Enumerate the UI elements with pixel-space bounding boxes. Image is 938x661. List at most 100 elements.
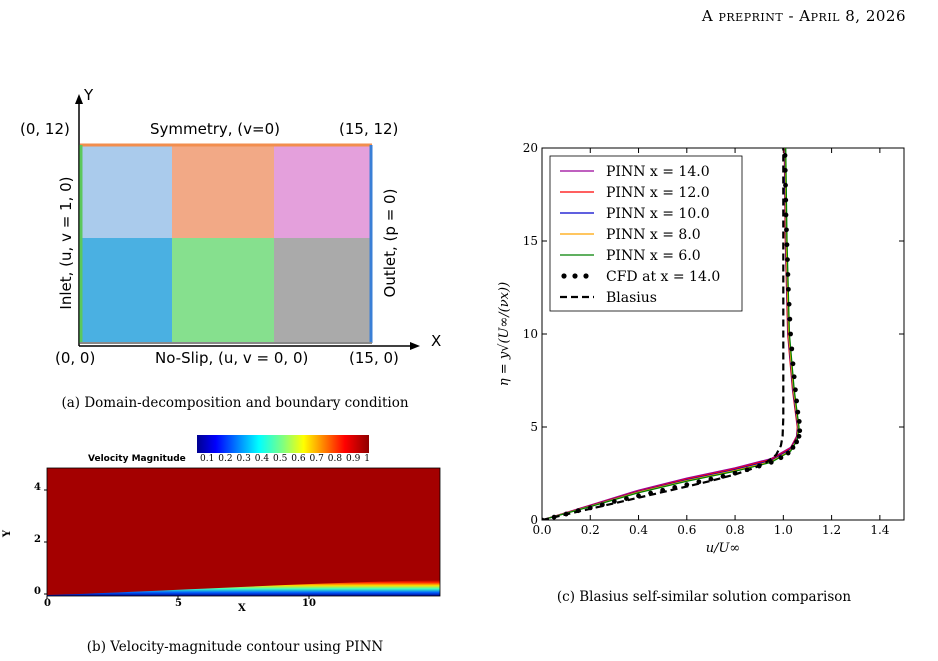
axis-x-label: X xyxy=(431,332,442,350)
legend-label: PINN x = 12.0 xyxy=(606,185,710,201)
x-tick-label: 0.4 xyxy=(629,523,648,537)
axis-y-label: Y xyxy=(84,86,94,104)
top-boundary-label: Symmetry, (v=0) xyxy=(150,120,281,138)
series-cfd-at-x-14-0-point xyxy=(786,286,791,292)
running-header: A preprint - April 8, 2026 xyxy=(701,7,906,25)
cb-tick: 0.1 xyxy=(200,454,215,464)
x-tick-label: 0.2 xyxy=(581,523,600,537)
series-cfd-at-x-14-0-point xyxy=(785,450,791,456)
series-cfd-at-x-14-0-point xyxy=(785,272,791,277)
legend-label: PINN x = 10.0 xyxy=(606,206,710,222)
legend-marker xyxy=(561,273,567,279)
series-cfd-at-x-14-0-point xyxy=(793,387,798,393)
series-cfd-at-x-14-0-point xyxy=(794,398,800,404)
velocity-contour-plot xyxy=(44,435,441,599)
series-cfd-at-x-14-0-point xyxy=(787,316,793,322)
cb-tick: 0.9 xyxy=(346,454,361,464)
x-axis-arrowhead xyxy=(410,342,420,350)
corner-bottom-left: (0, 0) xyxy=(55,349,96,367)
corner-bottom-right: (15, 0) xyxy=(349,349,399,367)
series-cfd-at-x-14-0-point xyxy=(789,346,795,352)
contour-y-tick-0: 0 xyxy=(34,586,41,597)
contour-y-tick-4: 4 xyxy=(34,482,41,493)
contour-x-tick-10: 10 xyxy=(302,598,316,609)
x-tick-label: 1.2 xyxy=(822,523,841,537)
contour-field xyxy=(47,468,440,596)
panel-c: 0.0 0.2 0.4 0.6 0.8 1.0 1.2 1.4 0 5 10 15 20 u/U∞ η = … xyxy=(470,120,938,620)
subdomain-1 xyxy=(82,146,172,238)
series-cfd-at-x-14-0-point xyxy=(788,331,793,337)
series-cfd-at-x-14-0-point xyxy=(778,455,784,461)
cb-tick: 0.5 xyxy=(273,454,288,464)
series-cfd-at-x-14-0-point xyxy=(790,361,796,367)
legend-label: PINN x = 14.0 xyxy=(606,164,710,180)
domain-diagram xyxy=(75,94,420,350)
cb-tick: 0.6 xyxy=(291,454,306,464)
series-cfd-at-x-14-0-point xyxy=(795,409,801,415)
corner-top-right: (15, 12) xyxy=(339,120,399,138)
x-axis-label: u/U∞ xyxy=(706,541,741,556)
series-cfd-at-x-14-0-point xyxy=(786,301,792,307)
panel-b-caption: (b) Velocity-magnitude contour using PIN… xyxy=(86,639,384,655)
cb-tick: 1 xyxy=(364,454,370,464)
y-tick-label: 10 xyxy=(523,327,538,341)
series-cfd-at-x-14-0-point xyxy=(785,257,790,262)
bottom-boundary-label: No-Slip, (u, v = 0, 0) xyxy=(155,349,309,367)
series-cfd-at-x-14-0-point xyxy=(790,445,796,450)
series-cfd-at-x-14-0-point xyxy=(784,227,789,233)
panel-c-caption: (c) Blasius self-similar solution compar… xyxy=(556,589,852,605)
colorbar-ticks: 0.1 0.2 0.3 0.4 0.5 0.6 0.7 0.8 0.9 1 xyxy=(200,454,370,464)
boundary-layer-band xyxy=(47,580,440,596)
panel-a-caption: (a) Domain-decomposition and boundary co… xyxy=(61,395,409,411)
series-blasius-line xyxy=(542,148,785,520)
y-tick-label: 5 xyxy=(530,420,538,434)
panel-b: Velocity Magnitude 0.1 0.2 0.3 0.4 0.5 0… xyxy=(0,420,470,661)
series-cfd-at-x-14-0-point xyxy=(794,439,800,445)
series-cfd-at-x-14-0-point xyxy=(797,428,803,434)
x-tick-label: 1.4 xyxy=(870,523,889,537)
series-cfd-at-x-14-0-point xyxy=(783,212,789,218)
subdomain-5 xyxy=(172,238,274,342)
cb-tick: 0.4 xyxy=(254,454,270,464)
colorbar xyxy=(197,435,369,453)
series-cfd-at-x-14-0-point xyxy=(708,476,714,482)
y-tick-label: 20 xyxy=(523,141,538,155)
legend-marker xyxy=(583,273,589,279)
subdomain-4 xyxy=(82,238,172,342)
subdomain-3 xyxy=(274,146,370,238)
contour-xlabel: X xyxy=(238,603,246,614)
series-cfd-at-x-14-0-point xyxy=(783,182,788,188)
cb-tick: 0.2 xyxy=(218,454,233,464)
corner-top-left: (0, 12) xyxy=(20,120,70,138)
cb-tick: 0.8 xyxy=(327,454,343,464)
contour-ylabel: Y xyxy=(2,529,14,538)
x-tick-label: 0.0 xyxy=(532,523,551,537)
y-axis-label: η = y√(U∞/(νx)) xyxy=(497,282,512,386)
series-cfd-at-x-14-0-point xyxy=(796,433,802,439)
y-tick-label: 0 xyxy=(530,513,538,527)
contour-x-tick-0: 0 xyxy=(44,598,51,609)
left-boundary-label: Inlet, (u, v = 1, 0) xyxy=(57,176,75,310)
colorbar-title: Velocity Magnitude xyxy=(88,454,186,464)
legend-label: Blasius xyxy=(606,290,657,306)
legend-marker xyxy=(572,273,578,279)
series-cfd-at-x-14-0-point xyxy=(768,459,774,465)
subdomain-2 xyxy=(172,146,274,238)
y-axis-arrowhead xyxy=(75,94,83,104)
cb-tick: 0.7 xyxy=(309,454,324,464)
panel-a: Y X (0, 12) (15, 12) (0, 0) (15, 0) Symm… xyxy=(0,0,470,420)
x-tick-label: 0.8 xyxy=(726,523,745,537)
legend-label: PINN x = 8.0 xyxy=(606,227,701,243)
cb-tick: 0.3 xyxy=(236,454,251,464)
series-cfd-at-x-14-0-point xyxy=(791,374,797,380)
legend-label: CFD at x = 14.0 xyxy=(606,269,720,285)
series-cfd-at-x-14-0-point xyxy=(784,242,790,248)
x-tick-label: 0.6 xyxy=(677,523,696,537)
legend-label: PINN x = 6.0 xyxy=(606,248,701,264)
blasius-chart: 0.0 0.2 0.4 0.6 0.8 1.0 1.2 1.4 0 5 10 15 20 u/U∞ η = … xyxy=(497,141,905,556)
y-tick-label: 15 xyxy=(523,234,538,248)
series-cfd-at-x-14-0-point xyxy=(796,419,802,424)
series-cfd-at-x-14-0-point xyxy=(612,499,617,504)
contour-y-tick-2: 2 xyxy=(34,534,41,545)
contour-x-tick-5: 5 xyxy=(175,598,182,609)
